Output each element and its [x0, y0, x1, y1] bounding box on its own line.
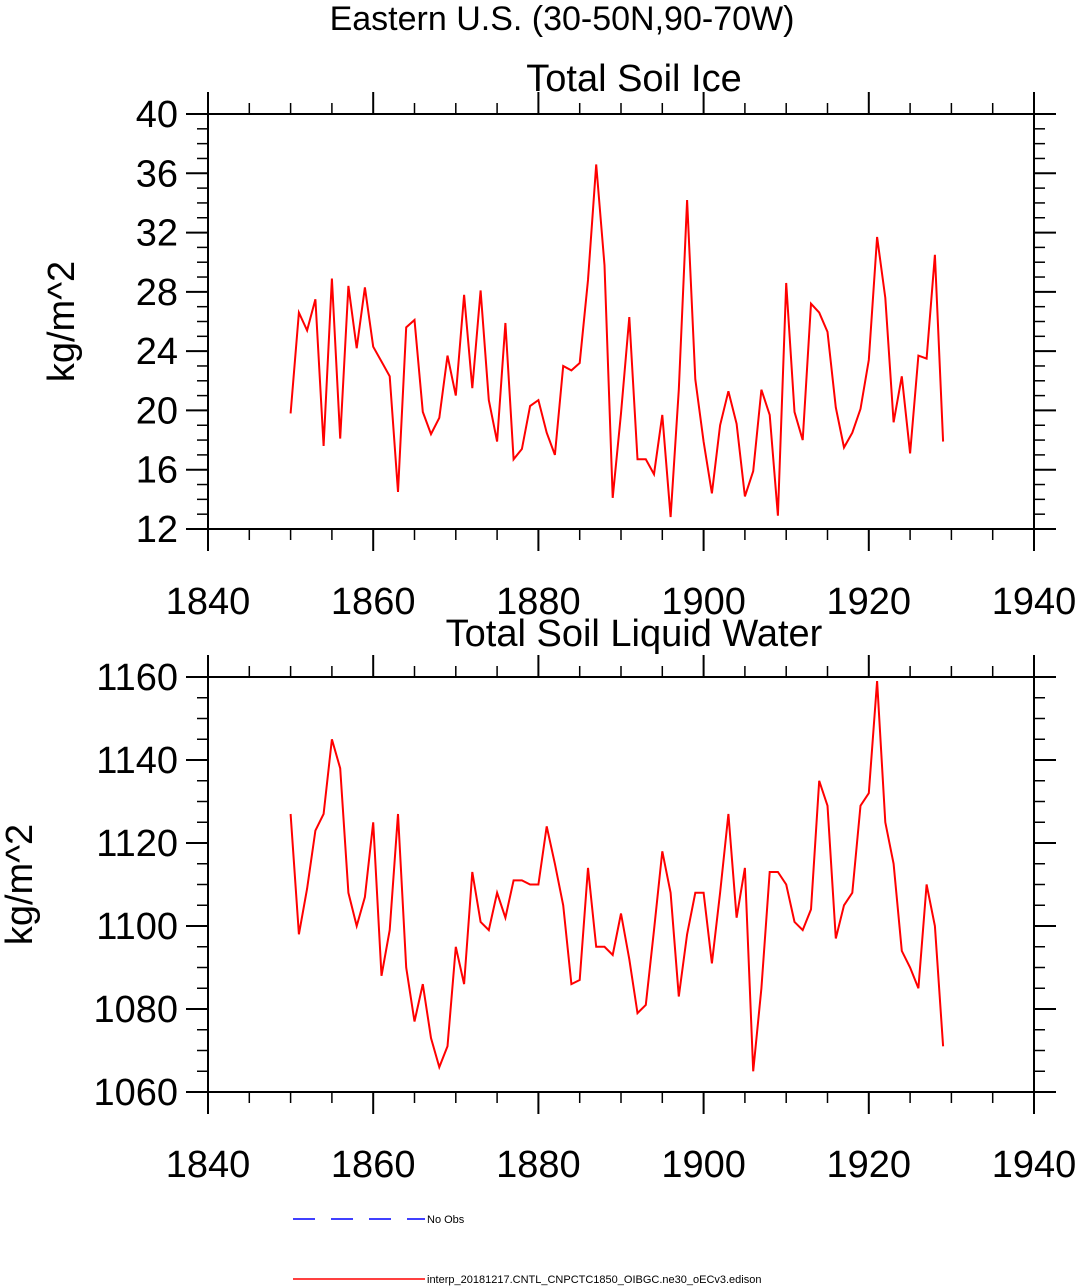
legend-obs-label: No Obs — [427, 1214, 465, 1226]
x-tick-label: 1900 — [661, 581, 746, 623]
plot-frame — [207, 113, 1035, 530]
x-tick-label: 1940 — [992, 581, 1077, 623]
y-tick-label: 1160 — [96, 657, 178, 699]
y-tick-label: 1060 — [93, 1072, 178, 1114]
y-tick-label: 1120 — [96, 823, 178, 865]
x-tick-label: 1880 — [496, 581, 581, 623]
x-tick-label: 1840 — [166, 1144, 251, 1186]
y-tick-label: 28 — [136, 272, 178, 314]
chart-title: Total Soil Liquid Water — [446, 613, 823, 655]
panel-total-soil-liquid-water: Total Soil Liquid Water kg/m^2 1060 1080 110… — [0, 613, 1076, 1186]
x-tick-label: 1880 — [496, 1144, 581, 1186]
y-tick-label: 12 — [136, 509, 178, 551]
page-title: Eastern U.S. (30-50N,90-70W) — [330, 0, 795, 38]
series-line — [289, 681, 945, 1072]
series-line — [289, 164, 945, 518]
y-tick-label: 32 — [136, 213, 178, 255]
y-tick-label: 1100 — [96, 906, 178, 948]
y-tick-label: 1140 — [96, 740, 178, 782]
x-tick-label: 1840 — [166, 581, 251, 623]
y-tick-label: 16 — [136, 450, 178, 492]
x-tick-label: 1940 — [992, 1144, 1077, 1186]
x-tick-label: 1860 — [331, 1144, 416, 1186]
x-tick-label: 1900 — [661, 1144, 746, 1186]
y-tick-label: 36 — [136, 153, 178, 195]
legend-model-label: interp_20181217.CNTL_CNPCTC1850_OIBGC.ne… — [427, 1274, 761, 1286]
x-tick-label: 1920 — [827, 1144, 912, 1186]
y-axis-label: kg/m^2 — [41, 261, 83, 382]
panel-total-soil-ice: Total Soil Ice kg/m^2 12 16 20 24 28 32 36 40 1840… — [41, 58, 1076, 623]
y-tick-label: 24 — [136, 331, 178, 373]
x-tick-label: 1920 — [827, 581, 912, 623]
y-tick-label: 1080 — [93, 989, 178, 1031]
y-tick-label: 20 — [136, 390, 178, 432]
x-tick-label: 1860 — [331, 581, 416, 623]
y-tick-label: 40 — [136, 94, 178, 136]
chart-title: Total Soil Ice — [526, 58, 741, 100]
legend: No Obs interp_20181217.CNTL_CNPCTC1850_O… — [293, 1214, 761, 1286]
y-axis-label: kg/m^2 — [0, 824, 41, 945]
